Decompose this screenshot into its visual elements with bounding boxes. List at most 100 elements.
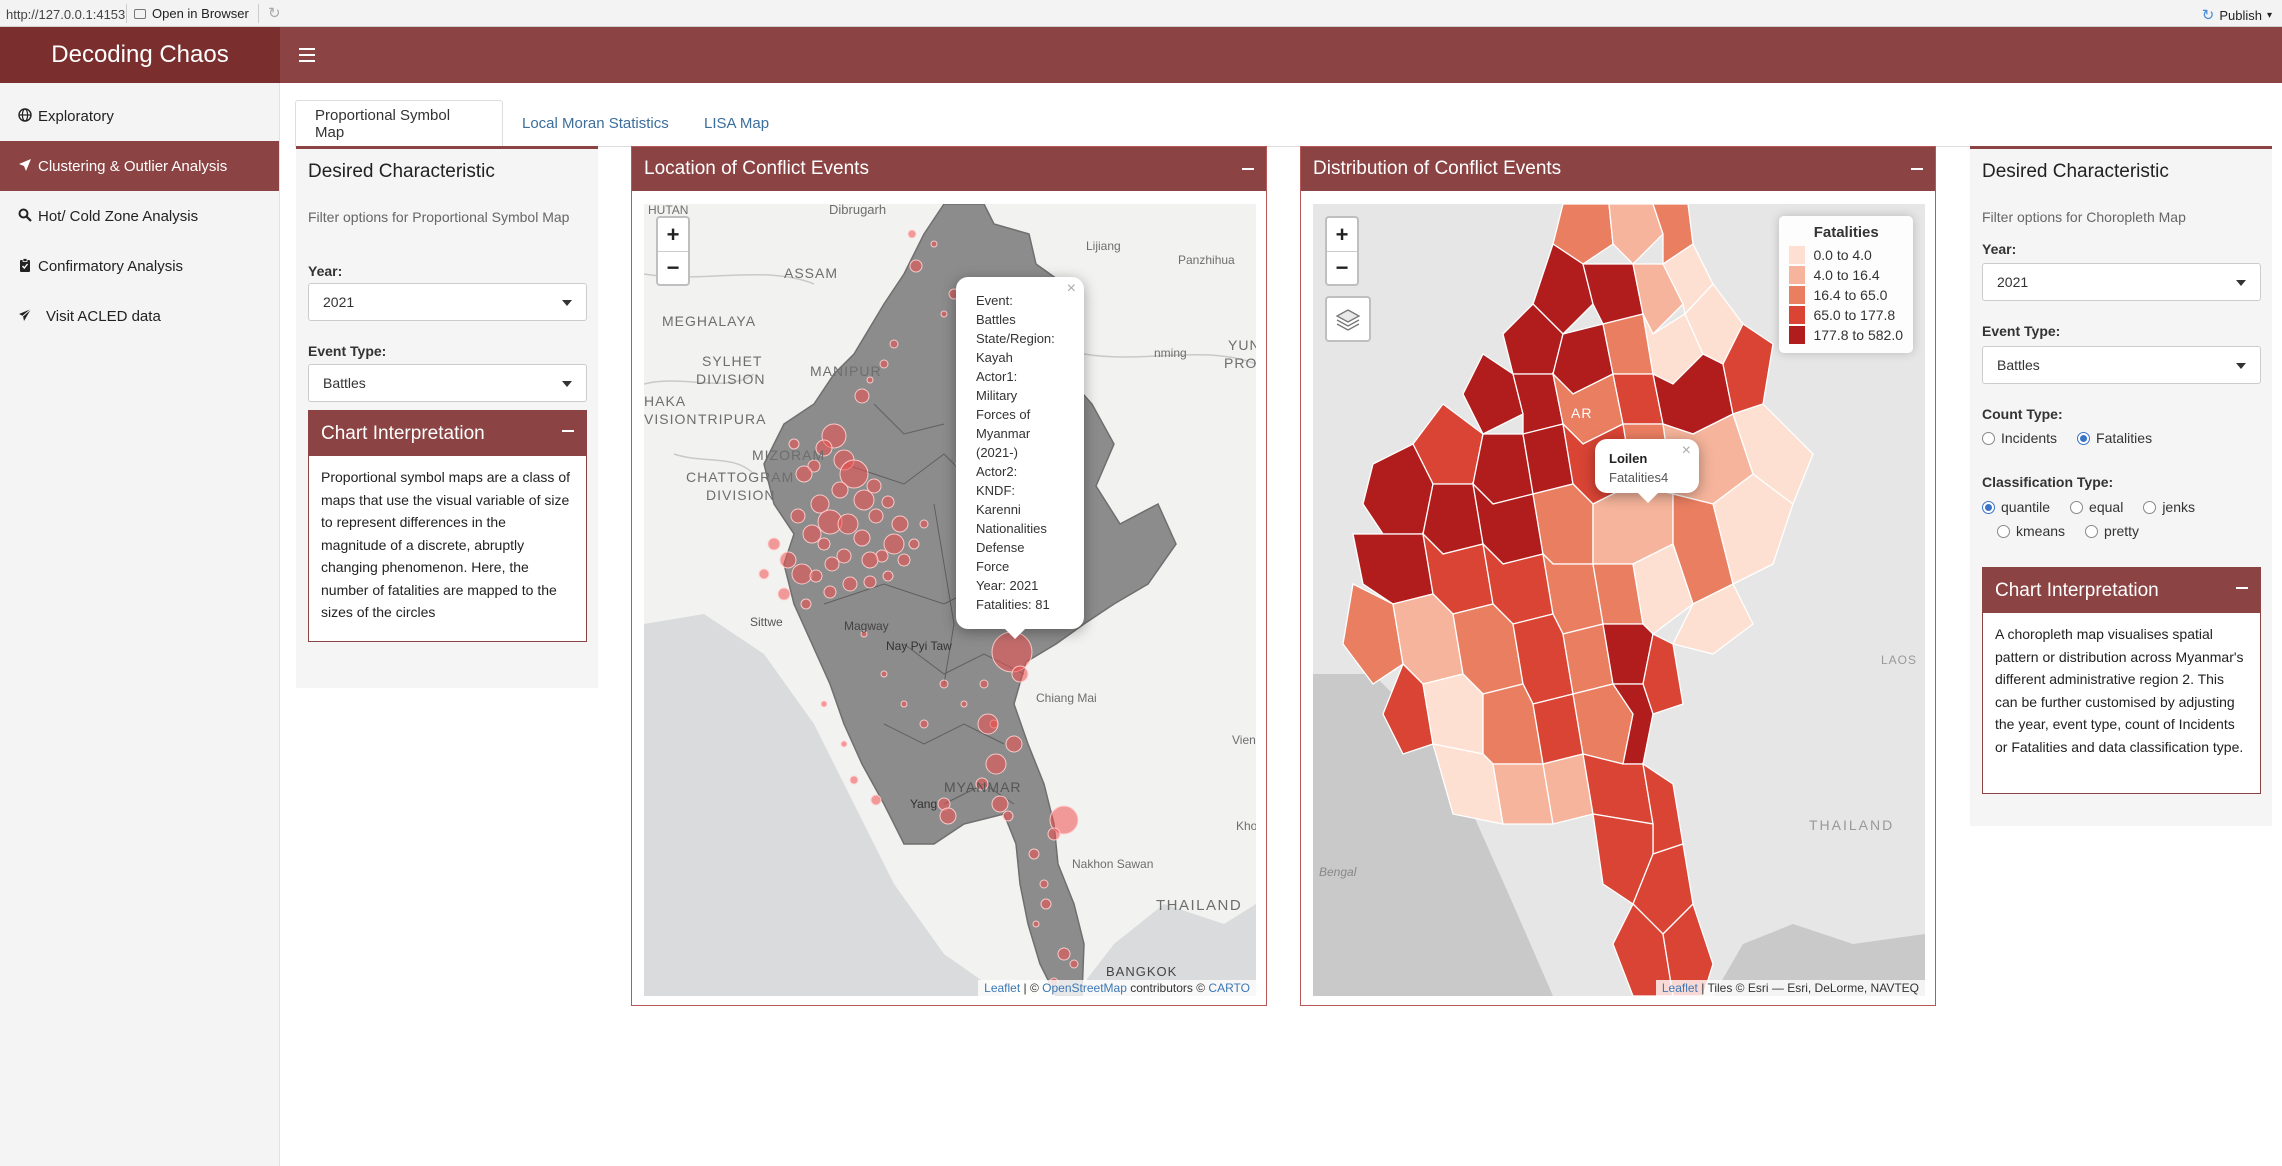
event-symbol[interactable] xyxy=(939,807,957,825)
event-symbol[interactable] xyxy=(853,529,871,547)
sidebar-item-hot-cold[interactable]: Hot/ Cold Zone Analysis xyxy=(0,191,279,241)
event-symbol[interactable] xyxy=(975,777,989,791)
collapse-icon[interactable] xyxy=(1242,168,1254,170)
event-symbol[interactable] xyxy=(977,713,999,735)
year-select[interactable]: 2021 xyxy=(308,283,587,321)
event-symbol[interactable] xyxy=(991,795,1009,813)
event-symbol[interactable] xyxy=(1002,810,1014,822)
event-symbol[interactable] xyxy=(840,740,848,748)
leaflet-link[interactable]: Leaflet xyxy=(1661,981,1698,995)
proportional-symbol-map[interactable]: Dibrugarh HUTAN ASSAM MEGHALAYA SYLHET D… xyxy=(644,204,1256,996)
close-icon[interactable]: × xyxy=(1681,442,1691,459)
district-polygons[interactable] xyxy=(1342,204,1814,996)
event-symbol[interactable] xyxy=(939,679,949,689)
event-symbol[interactable] xyxy=(880,670,888,678)
event-symbol[interactable] xyxy=(940,310,948,318)
district-polygon[interactable] xyxy=(1462,353,1524,435)
event-symbol[interactable] xyxy=(881,495,895,509)
url-text[interactable]: http://127.0.0.1:4153 xyxy=(6,7,126,22)
district-polygon[interactable] xyxy=(1608,204,1664,265)
event-symbol[interactable] xyxy=(788,438,800,450)
event-symbol[interactable] xyxy=(870,794,882,806)
event-symbol[interactable] xyxy=(810,494,830,514)
event-symbol[interactable] xyxy=(897,553,911,567)
event-symbol[interactable] xyxy=(879,359,889,369)
event-symbol[interactable] xyxy=(1039,879,1049,889)
event-symbol[interactable] xyxy=(817,537,831,551)
event-symbol[interactable] xyxy=(909,259,923,273)
event-symbol[interactable] xyxy=(889,339,899,349)
district-polygon[interactable] xyxy=(1612,902,1674,996)
sidebar-item-confirmatory[interactable]: Confirmatory Analysis xyxy=(0,241,279,291)
event-symbol[interactable] xyxy=(919,519,929,529)
event-symbol[interactable] xyxy=(823,585,837,599)
radio-fatalities[interactable] xyxy=(2077,431,2091,445)
collapse-icon[interactable] xyxy=(1911,168,1923,170)
event-symbol[interactable] xyxy=(824,556,840,572)
sidebar-item-clustering[interactable]: Clustering & Outlier Analysis xyxy=(0,141,279,191)
event-symbol[interactable] xyxy=(767,537,781,551)
district-polygon[interactable] xyxy=(1382,662,1434,755)
district-polygon[interactable] xyxy=(1632,543,1694,635)
district-polygon[interactable] xyxy=(1722,323,1774,415)
zoom-out-button[interactable]: − xyxy=(658,251,688,284)
osm-link[interactable]: OpenStreetMap xyxy=(1042,981,1127,995)
district-polygon[interactable] xyxy=(1632,263,1684,336)
collapse-icon[interactable] xyxy=(2236,587,2248,589)
year-select[interactable]: 2021 xyxy=(1982,263,2261,301)
event-symbol[interactable] xyxy=(908,538,920,550)
event-type-select[interactable]: Battles xyxy=(308,364,587,402)
radio-jenks[interactable] xyxy=(2143,500,2157,514)
event-symbol[interactable] xyxy=(777,587,791,601)
radio-equal[interactable] xyxy=(2070,500,2084,514)
sidebar-item-acled[interactable]: Visit ACLED data xyxy=(0,291,279,341)
event-symbol[interactable] xyxy=(795,465,813,483)
event-symbol[interactable] xyxy=(1005,735,1023,753)
event-symbol[interactable] xyxy=(1047,827,1061,841)
close-icon[interactable]: × xyxy=(1066,280,1076,297)
event-symbol[interactable] xyxy=(860,630,868,638)
sidebar-toggle-button[interactable] xyxy=(296,43,320,67)
event-symbol[interactable] xyxy=(1040,898,1052,910)
radio-incidents[interactable] xyxy=(1982,431,1995,445)
event-symbol[interactable] xyxy=(1028,848,1040,860)
layers-control-button[interactable] xyxy=(1325,296,1371,342)
tab-local-moran-statistics[interactable]: Local Moran Statistics xyxy=(522,115,669,132)
radio-kmeans[interactable] xyxy=(1997,524,2010,538)
event-symbol[interactable] xyxy=(960,700,968,708)
event-symbol[interactable] xyxy=(1057,947,1071,961)
zoom-in-button[interactable]: + xyxy=(666,221,680,247)
radio-pretty[interactable] xyxy=(2085,524,2099,538)
event-symbol[interactable] xyxy=(868,508,884,524)
event-symbol[interactable] xyxy=(919,719,929,729)
event-symbol[interactable] xyxy=(849,775,859,785)
event-symbol[interactable] xyxy=(758,568,770,580)
collapse-icon[interactable] xyxy=(562,430,574,432)
refresh-icon[interactable]: ↻ xyxy=(268,5,281,22)
event-symbol[interactable] xyxy=(815,439,833,457)
event-symbol[interactable] xyxy=(1069,959,1079,969)
district-polygon[interactable] xyxy=(1532,242,1594,335)
publish-button[interactable]: ↻ Publish ▾ xyxy=(2202,6,2272,24)
district-polygon[interactable] xyxy=(1552,204,1614,265)
event-symbol[interactable] xyxy=(863,575,877,589)
event-symbol[interactable] xyxy=(809,569,823,583)
event-symbol[interactable] xyxy=(831,481,849,499)
event-symbol[interactable] xyxy=(883,533,905,555)
district-polygon[interactable] xyxy=(1672,583,1754,655)
sidebar-item-exploratory[interactable]: Exploratory xyxy=(0,91,279,141)
event-symbol[interactable] xyxy=(839,459,869,489)
event-symbol[interactable] xyxy=(800,598,812,610)
event-symbol[interactable] xyxy=(820,700,828,708)
event-symbol[interactable] xyxy=(842,576,858,592)
event-symbol[interactable] xyxy=(807,459,821,473)
event-symbol[interactable] xyxy=(791,563,813,585)
event-symbol[interactable] xyxy=(1049,805,1079,835)
leaflet-link[interactable]: Leaflet xyxy=(984,981,1021,995)
zoom-out-button[interactable]: − xyxy=(1327,251,1357,284)
event-symbol[interactable] xyxy=(837,513,859,535)
event-symbol[interactable] xyxy=(853,489,875,511)
district-polygon[interactable] xyxy=(1342,583,1404,685)
open-in-browser-button[interactable]: Open in Browser xyxy=(134,6,249,21)
zoom-in-button[interactable]: + xyxy=(1335,221,1349,247)
